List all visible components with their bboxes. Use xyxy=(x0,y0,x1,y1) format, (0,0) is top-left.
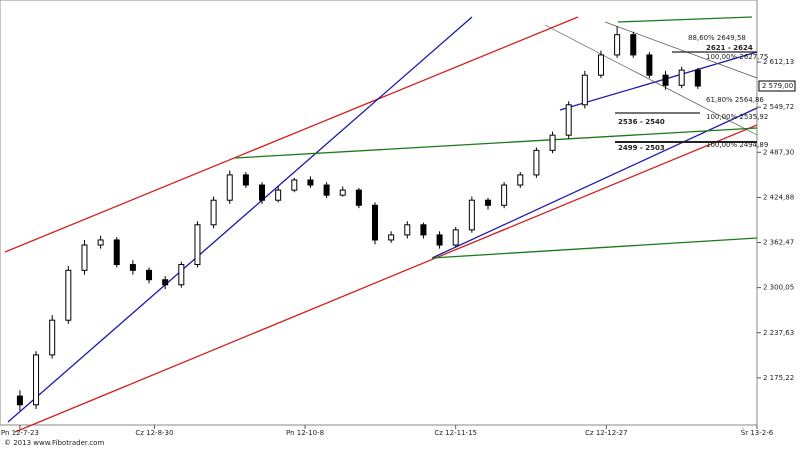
annotation: 88,60% 2649,58 xyxy=(688,34,746,42)
candle-body xyxy=(81,244,88,271)
channel-line xyxy=(431,107,758,259)
candle-body xyxy=(355,189,362,206)
candle-body xyxy=(113,239,120,266)
x-tick-label: Śr 13-2-6 xyxy=(741,428,774,437)
candle-body xyxy=(614,34,621,56)
x-tick-label: Cz 12-8-30 xyxy=(135,429,173,437)
candle-body xyxy=(226,174,233,201)
annotation: 100,00% 2535,92 xyxy=(706,113,768,121)
candle-body xyxy=(129,264,136,271)
candle-body xyxy=(597,54,604,76)
y-tick-label: 2 487,30 xyxy=(763,148,794,156)
candle-body xyxy=(210,199,217,226)
candle-body xyxy=(291,179,298,191)
candle-body xyxy=(372,204,379,241)
candle-body xyxy=(436,234,443,246)
candle-body xyxy=(420,224,427,236)
annotation: 100,00% 2627,75 xyxy=(706,53,768,61)
x-tick-label: Cz 12-11-15 xyxy=(434,429,477,437)
channel-line xyxy=(234,127,758,159)
annotation: 100,00% 2494,89 xyxy=(706,141,768,149)
channel-line xyxy=(4,16,579,253)
channel-line xyxy=(544,24,758,136)
candle-body xyxy=(162,279,169,286)
y-tick-label: 2 424,88 xyxy=(763,193,794,201)
copyright: © 2013 www.Fibotrader.com xyxy=(4,439,104,447)
candle-body xyxy=(97,239,104,246)
channel-line xyxy=(7,16,473,423)
candle-body xyxy=(404,224,411,236)
candle-body xyxy=(468,199,475,231)
x-tick-label: Cz 12-12-27 xyxy=(585,429,628,437)
annotation: 61,80% 2564,86 xyxy=(706,96,764,104)
candle-body xyxy=(484,199,491,206)
y-tick-label: 2 300,05 xyxy=(763,284,794,292)
candle-body xyxy=(565,104,572,136)
y-tick-label: 2 549,72 xyxy=(763,103,794,111)
channel-line xyxy=(14,124,758,433)
candle-body xyxy=(194,224,201,266)
channel-line xyxy=(431,237,758,259)
candle-body xyxy=(533,149,540,176)
candle-body xyxy=(388,234,395,241)
candle-body xyxy=(33,354,40,406)
candle-body xyxy=(49,319,56,356)
candle-body xyxy=(694,69,701,87)
channel-line xyxy=(604,21,758,79)
candle-body xyxy=(259,184,266,201)
candle-body xyxy=(581,74,588,106)
candle-body xyxy=(339,189,346,196)
candle-body xyxy=(501,184,508,206)
candle-body xyxy=(630,34,637,56)
candle-body xyxy=(646,54,653,76)
channel-line xyxy=(617,16,753,23)
annotation: 2621 - 2624 xyxy=(706,44,753,52)
candle-body xyxy=(65,269,72,321)
drawings xyxy=(4,16,758,433)
y-tick-label: 2 612,13 xyxy=(763,58,794,66)
candle-body xyxy=(146,269,153,281)
candle-body xyxy=(307,179,314,186)
y-tick-label: 2 237,63 xyxy=(763,329,794,337)
candle-body xyxy=(662,74,669,86)
candle-body xyxy=(242,174,249,186)
candle-body xyxy=(678,69,685,86)
channel-line xyxy=(559,51,758,111)
candle-body xyxy=(323,184,330,196)
annotation: 2499 - 2503 xyxy=(618,144,665,152)
x-tick-label: Pn 12-7-23 xyxy=(1,429,39,437)
candle-body xyxy=(178,264,185,286)
candle-body xyxy=(549,134,556,151)
last-price-box xyxy=(758,80,796,92)
candle-body xyxy=(452,229,459,246)
candle-body xyxy=(16,395,23,406)
annotation: 2536 - 2540 xyxy=(618,118,665,126)
y-tick-label: 2 362,47 xyxy=(763,239,794,247)
x-tick-label: Pn 12-10-8 xyxy=(286,429,324,437)
plot-frame xyxy=(0,0,758,426)
candle-body xyxy=(275,189,282,201)
last-price-label: 2 579,00 xyxy=(762,82,793,90)
y-tick-label: 2 175,22 xyxy=(763,374,794,382)
candle-body xyxy=(517,174,524,186)
